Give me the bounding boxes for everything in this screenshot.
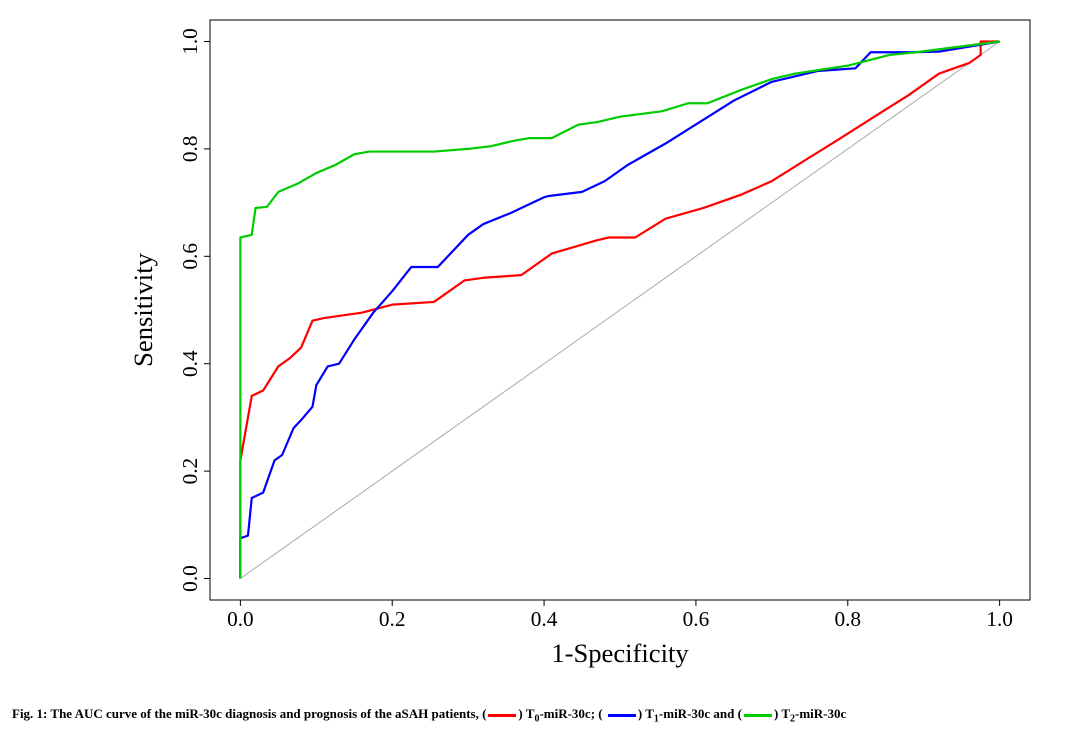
svg-text:0.6: 0.6 xyxy=(178,243,202,270)
svg-text:0.6: 0.6 xyxy=(683,607,710,631)
svg-text:0.8: 0.8 xyxy=(834,607,861,631)
svg-text:1-Specificity: 1-Specificity xyxy=(551,638,689,668)
svg-text:0.0: 0.0 xyxy=(178,565,202,592)
svg-text:0.2: 0.2 xyxy=(178,458,202,485)
svg-text:0.0: 0.0 xyxy=(227,607,254,631)
svg-text:0.8: 0.8 xyxy=(178,136,202,163)
legend-swatch xyxy=(488,714,516,717)
svg-text:0.2: 0.2 xyxy=(379,607,406,631)
svg-text:0.4: 0.4 xyxy=(531,607,558,631)
legend-swatch xyxy=(744,714,772,717)
svg-text:0.4: 0.4 xyxy=(178,350,202,377)
legend-swatch xyxy=(608,714,636,717)
svg-text:Sensitivity: Sensitivity xyxy=(128,252,158,366)
svg-text:1.0: 1.0 xyxy=(986,607,1013,631)
svg-text:1.0: 1.0 xyxy=(178,28,202,55)
figure-caption: Fig. 1: The AUC curve of the miR-30c dia… xyxy=(0,700,1085,725)
figure-container: { "figure": { "width_px": 1085, "height_… xyxy=(0,0,1085,748)
roc-chart: 0.0 0.2 0.4 0.6 0.8 1.0 0.0 0.2 0.4 0.6 0.8 1.0 1-Sp… xyxy=(0,0,1085,700)
